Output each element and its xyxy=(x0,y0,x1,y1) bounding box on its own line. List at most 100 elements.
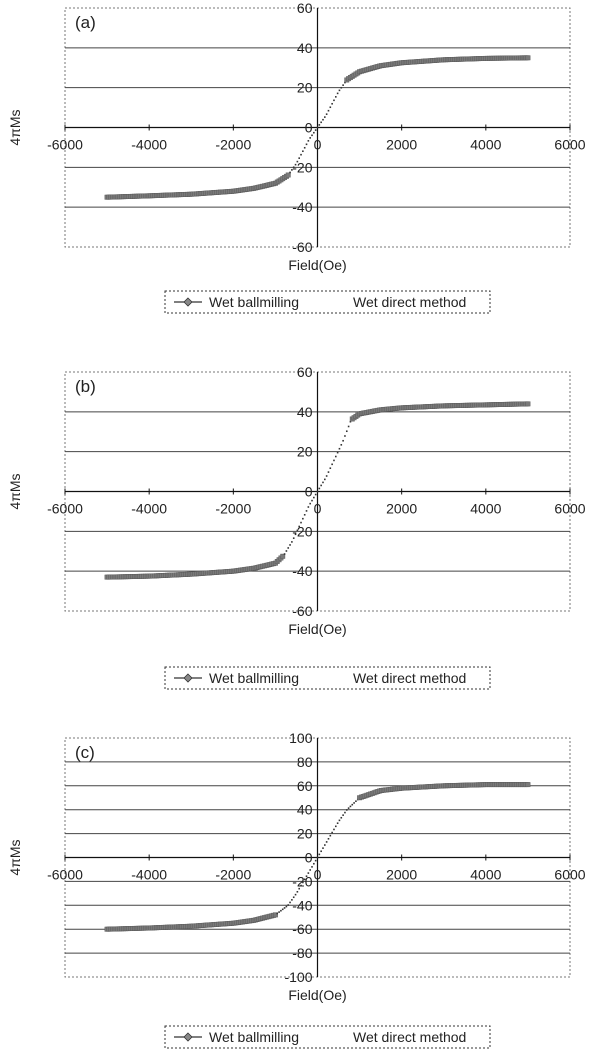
y-tick-label: -40 xyxy=(292,199,312,215)
x-tick-label: 4000 xyxy=(470,867,501,883)
data-point xyxy=(298,157,301,159)
y-tick-label: 20 xyxy=(297,80,313,96)
data-point xyxy=(278,911,280,913)
x-tick-label: -2000 xyxy=(215,137,251,153)
data-point xyxy=(307,140,310,142)
data-point xyxy=(322,118,324,121)
data-point xyxy=(303,513,306,516)
data-point xyxy=(349,420,352,423)
data-point xyxy=(327,471,330,473)
data-point xyxy=(334,825,337,828)
data-point xyxy=(285,550,288,552)
data-point xyxy=(302,881,304,884)
data-point xyxy=(325,475,328,477)
legend-entry: Wet direct method xyxy=(353,1029,466,1045)
data-point xyxy=(331,463,333,466)
y-tick-label: 0 xyxy=(305,850,313,866)
data-point xyxy=(292,537,295,539)
data-point xyxy=(325,841,328,843)
data-point xyxy=(318,853,321,856)
panel-label: (c) xyxy=(75,743,95,762)
x-tick-label: 6000 xyxy=(554,137,585,153)
data-point xyxy=(322,847,324,849)
data-point xyxy=(338,447,341,450)
data-point xyxy=(334,96,337,98)
data-point xyxy=(334,455,337,458)
data-point xyxy=(305,510,308,512)
data-point xyxy=(294,163,297,166)
data-point xyxy=(314,859,317,862)
data-point xyxy=(291,169,293,171)
data-point xyxy=(280,553,286,559)
data-series xyxy=(104,782,531,932)
data-point xyxy=(287,904,290,906)
x-tick-label: 0 xyxy=(314,501,322,517)
data-point xyxy=(292,896,295,899)
data-point xyxy=(324,478,326,481)
data-point xyxy=(300,153,302,156)
data-point xyxy=(309,502,311,505)
data-point xyxy=(329,106,332,109)
data-point xyxy=(303,878,306,881)
x-tick-label: 6000 xyxy=(554,867,585,883)
y-tick-label: 60 xyxy=(297,778,313,794)
y-tick-label: -80 xyxy=(292,945,312,961)
data-point xyxy=(298,887,301,890)
data-point xyxy=(324,116,326,118)
data-point xyxy=(291,899,293,901)
legend-box xyxy=(164,1025,491,1049)
y-tick-label: 40 xyxy=(297,40,313,56)
data-point xyxy=(300,521,302,524)
data-point xyxy=(292,166,295,169)
data-point xyxy=(296,529,299,532)
y-tick-label: 20 xyxy=(297,444,313,460)
data-point xyxy=(342,814,344,816)
data-point xyxy=(355,800,357,803)
data-point xyxy=(525,401,531,407)
data-point xyxy=(285,172,291,178)
data-point xyxy=(331,102,333,105)
y-tick-label: -60 xyxy=(292,239,312,255)
x-tick-label: -6000 xyxy=(47,501,83,517)
legend-entry: Wet direct method xyxy=(353,294,466,310)
legend-entry: Wet ballmilling xyxy=(209,294,299,310)
data-point xyxy=(331,831,333,834)
data-point xyxy=(329,467,332,470)
data-point xyxy=(342,84,344,86)
x-tick-label: -6000 xyxy=(47,867,83,883)
data-point xyxy=(349,805,352,808)
data-point xyxy=(289,544,291,546)
data-point xyxy=(307,872,310,874)
data-point xyxy=(327,109,330,112)
data-point xyxy=(325,113,328,115)
legend-marker xyxy=(183,297,193,307)
data-point xyxy=(345,809,348,811)
data-point xyxy=(316,490,319,493)
data-point xyxy=(307,506,310,508)
legend-box xyxy=(164,666,491,690)
data-point xyxy=(347,425,350,428)
data-series xyxy=(104,55,531,200)
data-point xyxy=(309,137,311,139)
y-tick-label: -60 xyxy=(292,921,312,937)
data-point xyxy=(311,134,313,137)
data-point xyxy=(333,828,335,831)
y-tick-label: 60 xyxy=(297,0,313,16)
data-point xyxy=(318,124,321,126)
data-point xyxy=(338,819,341,822)
data-point xyxy=(305,143,308,146)
data-point xyxy=(285,905,288,908)
x-tick-label: 4000 xyxy=(470,501,501,517)
x-tick-label: -4000 xyxy=(131,867,167,883)
y-tick-label: -60 xyxy=(292,603,312,619)
panel-label: (b) xyxy=(75,377,96,396)
x-tick-label: 0 xyxy=(314,137,322,153)
data-point xyxy=(336,92,339,95)
legend-entry: Wet ballmilling xyxy=(209,670,299,686)
data-point xyxy=(344,81,346,84)
data-point xyxy=(283,907,286,909)
x-tick-label: 2000 xyxy=(386,501,417,517)
data-point xyxy=(291,541,293,543)
data-point xyxy=(316,856,319,859)
